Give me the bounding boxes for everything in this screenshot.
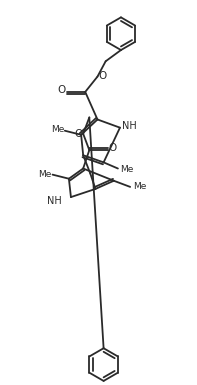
Text: Me: Me: [120, 165, 134, 174]
Text: Me: Me: [38, 170, 51, 179]
Text: NH: NH: [47, 196, 62, 206]
Text: O: O: [109, 143, 117, 153]
Text: O: O: [98, 70, 107, 80]
Text: Me: Me: [51, 125, 64, 134]
Text: O: O: [58, 85, 66, 95]
Text: NH: NH: [122, 121, 137, 131]
Text: Me: Me: [133, 182, 146, 191]
Text: O: O: [74, 129, 82, 139]
